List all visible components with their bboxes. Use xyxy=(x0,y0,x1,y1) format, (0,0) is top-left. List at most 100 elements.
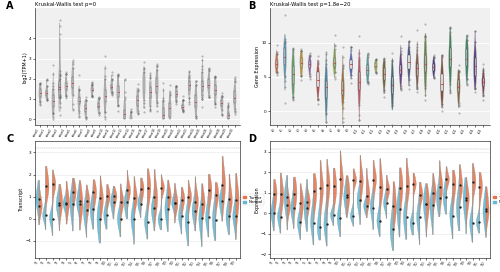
Polygon shape xyxy=(58,23,61,112)
Polygon shape xyxy=(216,183,218,241)
Polygon shape xyxy=(168,91,171,119)
Bar xyxy=(342,81,344,95)
Polygon shape xyxy=(466,36,468,84)
Bar xyxy=(301,58,302,69)
Polygon shape xyxy=(182,187,184,234)
Polygon shape xyxy=(344,176,347,218)
Polygon shape xyxy=(142,67,146,108)
Polygon shape xyxy=(292,49,294,99)
Polygon shape xyxy=(233,173,236,240)
Polygon shape xyxy=(86,185,90,237)
Bar xyxy=(215,85,216,95)
Bar xyxy=(400,65,401,74)
Polygon shape xyxy=(206,174,209,237)
Polygon shape xyxy=(291,177,294,229)
Polygon shape xyxy=(60,184,62,231)
Polygon shape xyxy=(337,151,340,237)
Bar xyxy=(59,84,60,91)
Polygon shape xyxy=(209,174,212,237)
Polygon shape xyxy=(136,88,139,113)
Polygon shape xyxy=(310,174,314,245)
Bar xyxy=(78,97,80,104)
Polygon shape xyxy=(70,178,73,231)
Bar xyxy=(474,57,476,76)
Polygon shape xyxy=(448,27,452,92)
Polygon shape xyxy=(357,155,360,225)
Polygon shape xyxy=(446,166,450,214)
Polygon shape xyxy=(384,175,386,218)
Polygon shape xyxy=(386,175,390,218)
Polygon shape xyxy=(424,33,427,97)
Polygon shape xyxy=(39,83,42,104)
Y-axis label: Gene Expression: Gene Expression xyxy=(255,46,260,87)
Polygon shape xyxy=(56,184,59,231)
Polygon shape xyxy=(318,160,320,240)
Polygon shape xyxy=(366,54,369,83)
Polygon shape xyxy=(333,43,336,78)
Polygon shape xyxy=(100,176,103,243)
Polygon shape xyxy=(443,166,446,214)
Polygon shape xyxy=(36,180,39,225)
Polygon shape xyxy=(65,73,68,97)
Polygon shape xyxy=(141,178,144,218)
Polygon shape xyxy=(275,51,278,73)
Polygon shape xyxy=(278,173,280,233)
Bar xyxy=(156,78,158,93)
Polygon shape xyxy=(382,59,386,94)
Polygon shape xyxy=(397,168,400,237)
Polygon shape xyxy=(208,69,210,97)
Polygon shape xyxy=(165,180,168,232)
Polygon shape xyxy=(426,184,430,237)
Polygon shape xyxy=(287,175,290,230)
Polygon shape xyxy=(78,86,80,116)
Polygon shape xyxy=(236,173,239,240)
Polygon shape xyxy=(374,160,376,230)
Polygon shape xyxy=(72,61,74,109)
Polygon shape xyxy=(482,68,485,97)
Bar xyxy=(450,48,451,67)
Polygon shape xyxy=(340,151,344,237)
Polygon shape xyxy=(107,184,110,229)
Polygon shape xyxy=(330,168,334,225)
Polygon shape xyxy=(366,168,370,218)
Bar xyxy=(111,85,112,89)
Text: Kruskal-Wallis test p=1.8e−20: Kruskal-Wallis test p=1.8e−20 xyxy=(270,2,350,7)
Polygon shape xyxy=(76,181,80,230)
Polygon shape xyxy=(188,180,192,246)
Polygon shape xyxy=(483,187,486,237)
Polygon shape xyxy=(470,163,473,242)
Polygon shape xyxy=(192,177,195,231)
Polygon shape xyxy=(98,98,100,113)
Polygon shape xyxy=(284,35,286,90)
Polygon shape xyxy=(131,177,134,244)
Polygon shape xyxy=(324,53,328,122)
Polygon shape xyxy=(134,177,137,244)
Polygon shape xyxy=(162,175,164,230)
Polygon shape xyxy=(144,169,148,239)
Polygon shape xyxy=(52,170,56,236)
Polygon shape xyxy=(327,159,330,246)
Bar xyxy=(284,48,286,65)
Polygon shape xyxy=(450,170,453,239)
Polygon shape xyxy=(271,179,274,231)
Bar xyxy=(416,64,418,76)
Polygon shape xyxy=(58,73,61,97)
Text: C: C xyxy=(6,134,14,144)
Polygon shape xyxy=(156,65,158,107)
Polygon shape xyxy=(128,170,130,219)
Polygon shape xyxy=(116,75,119,107)
Polygon shape xyxy=(460,165,462,231)
Polygon shape xyxy=(46,166,49,230)
Bar xyxy=(483,78,484,86)
Bar xyxy=(359,72,360,90)
Polygon shape xyxy=(104,184,107,229)
Polygon shape xyxy=(300,51,303,77)
Polygon shape xyxy=(350,169,354,226)
Polygon shape xyxy=(39,180,42,225)
Polygon shape xyxy=(124,170,128,219)
Polygon shape xyxy=(229,174,232,235)
Polygon shape xyxy=(201,59,203,100)
Polygon shape xyxy=(400,168,403,237)
Polygon shape xyxy=(226,174,229,235)
Polygon shape xyxy=(274,179,277,231)
